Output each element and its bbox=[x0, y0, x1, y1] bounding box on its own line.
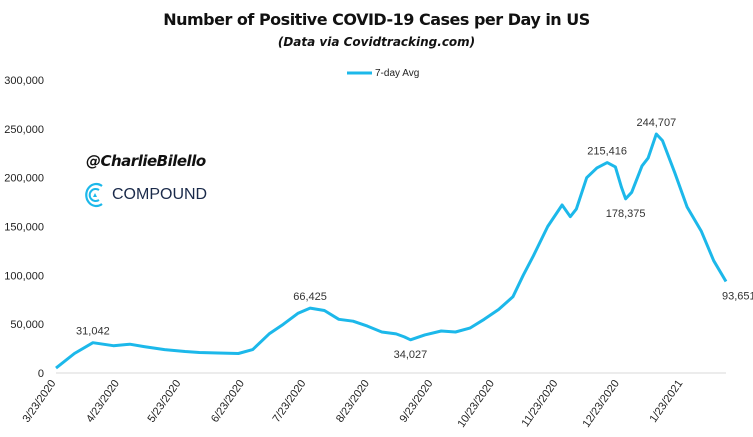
x-tick-label: 7/23/2020 bbox=[271, 378, 309, 425]
x-tick-label: 4/23/2020 bbox=[84, 378, 122, 425]
x-tick-label: 9/23/2020 bbox=[398, 378, 436, 425]
y-tick-label: 150,000 bbox=[4, 222, 44, 234]
x-tick-label: 12/23/2020 bbox=[581, 378, 622, 430]
x-tick-label: 5/23/2020 bbox=[146, 378, 184, 425]
x-tick-label: 8/23/2020 bbox=[334, 378, 372, 425]
chart-subtitle: (Data via Covidtracking.com) bbox=[277, 35, 476, 49]
legend-label: 7-day Avg bbox=[375, 68, 419, 79]
data-label: 34,027 bbox=[394, 349, 428, 361]
x-tick-label: 10/23/2020 bbox=[456, 378, 497, 430]
y-tick-label: 0 bbox=[38, 368, 44, 380]
chart-title: Number of Positive COVID-19 Cases per Da… bbox=[163, 10, 590, 29]
watermark-handle: @CharlieBilello bbox=[86, 152, 206, 170]
data-label: 66,425 bbox=[293, 291, 327, 303]
y-tick-label: 300,000 bbox=[4, 75, 44, 87]
data-label: 93,651 bbox=[722, 291, 753, 303]
compound-c-icon bbox=[85, 182, 103, 208]
x-tick-label: 3/23/2020 bbox=[21, 378, 59, 425]
data-label: 244,707 bbox=[636, 117, 676, 129]
x-tick-label: 11/23/2020 bbox=[519, 378, 560, 429]
y-tick-label: 200,000 bbox=[4, 173, 44, 185]
data-label: 215,416 bbox=[587, 146, 627, 158]
series-line bbox=[55, 132, 728, 370]
x-tick-label: 1/23/2021 bbox=[648, 378, 686, 425]
y-tick-label: 100,000 bbox=[4, 270, 44, 282]
data-label: 178,375 bbox=[606, 208, 646, 220]
brand-name: COMPOUND bbox=[112, 186, 208, 203]
compound-logo: COMPOUND bbox=[84, 182, 207, 208]
data-label: 31,042 bbox=[76, 326, 110, 338]
y-tick-label: 50,000 bbox=[10, 319, 44, 331]
y-tick-label: 250,000 bbox=[4, 124, 44, 136]
x-tick-label: 6/23/2020 bbox=[209, 378, 247, 425]
